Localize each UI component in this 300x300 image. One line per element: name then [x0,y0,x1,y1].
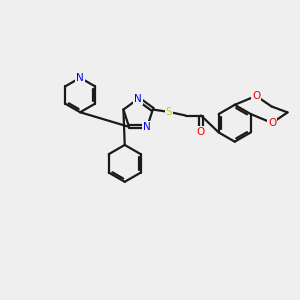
Text: O: O [252,91,260,101]
Text: S: S [166,107,172,117]
Text: O: O [197,127,205,137]
Text: N: N [76,73,84,83]
Text: O: O [268,118,276,128]
Text: N: N [143,122,151,132]
Text: N: N [134,94,142,104]
